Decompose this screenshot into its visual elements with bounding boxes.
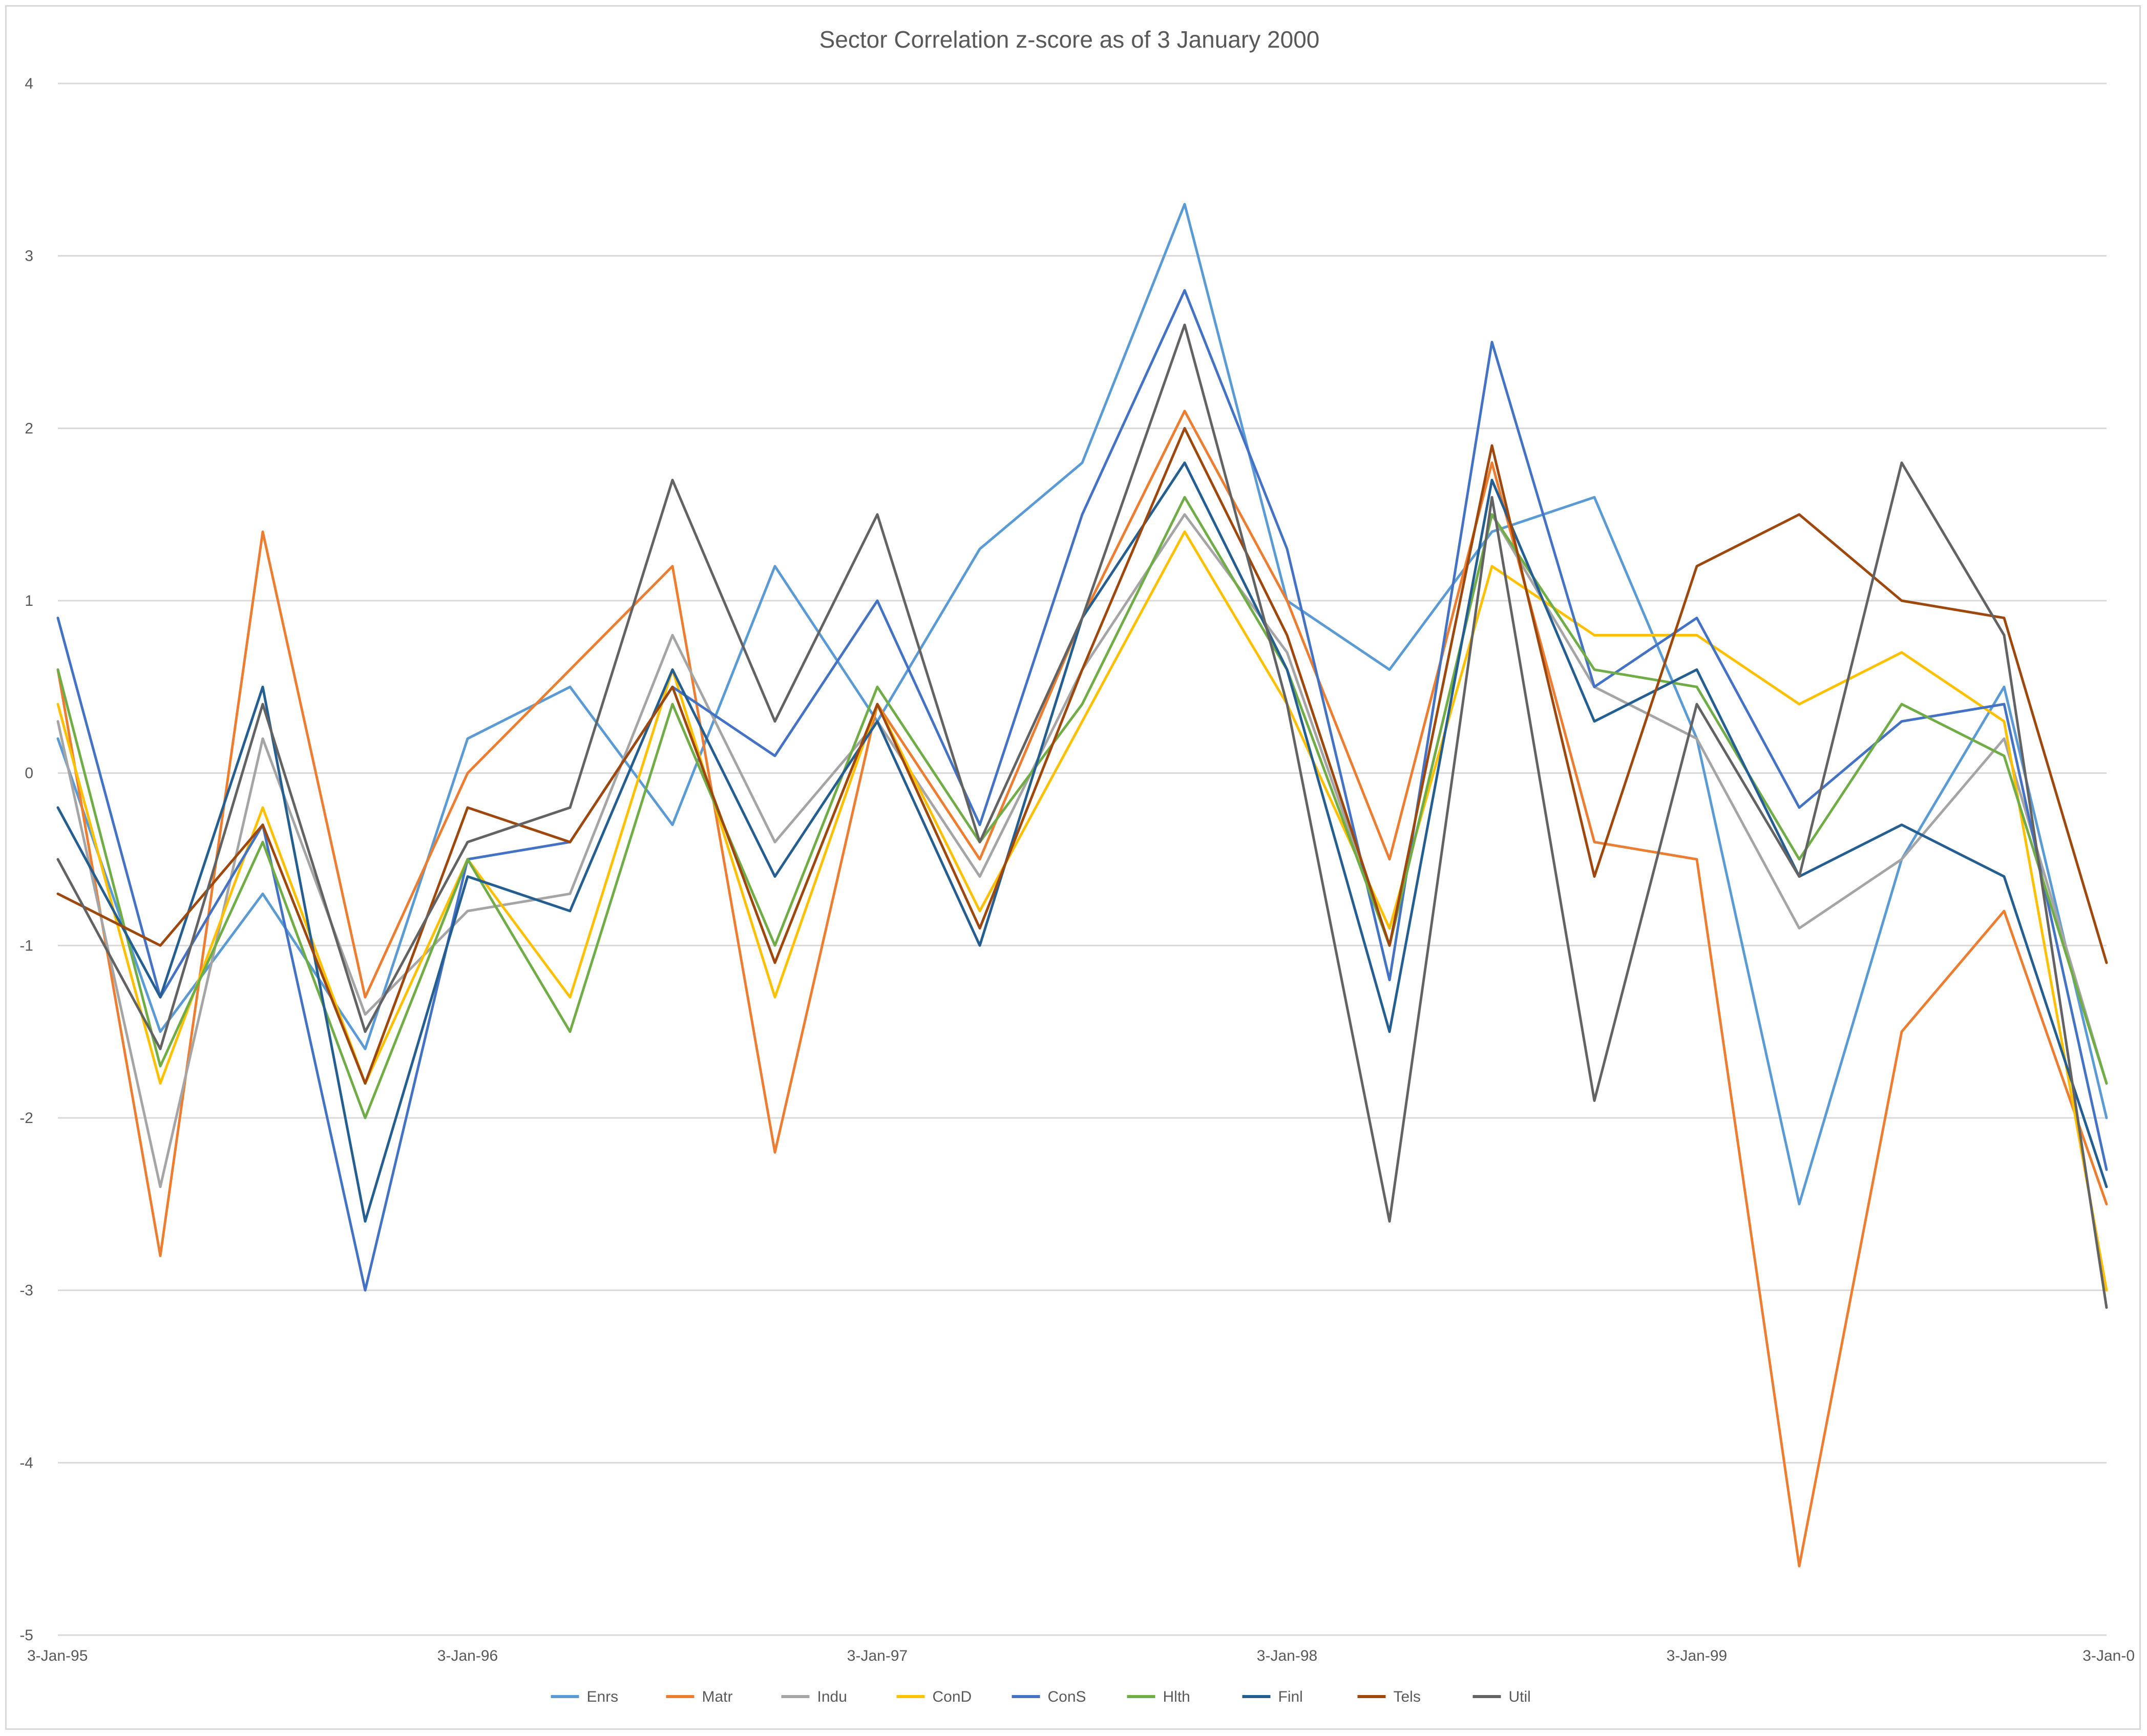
line-chart: Sector Correlation z-score as of 3 Janua… (19, 26, 2135, 1705)
legend-label-finl: Finl (1278, 1688, 1303, 1705)
x-tick-label: 3-Jan-98 (1257, 1647, 1317, 1664)
series-line-util (56, 323, 2108, 1309)
x-tick-label: 3-Jan-99 (1667, 1647, 1727, 1664)
legend-label-cons: ConS (1048, 1688, 1086, 1705)
legend-label-matr: Matr (702, 1688, 733, 1705)
y-tick-label: 1 (25, 592, 33, 609)
legend-label-cond: ConD (933, 1688, 972, 1705)
x-tick-label: 3-Jan-96 (437, 1647, 498, 1664)
y-tick-label: -4 (19, 1454, 33, 1471)
series-line-tels (56, 427, 2108, 1085)
series-line-enrs (56, 203, 2108, 1205)
series-line-finl (56, 461, 2108, 1223)
series-lines (56, 203, 2108, 1568)
y-tick-label: -2 (19, 1110, 33, 1127)
x-axis-tick-labels: 3-Jan-95 3-Jan-96 3-Jan-97 3-Jan-98 3-Jan-99… (27, 1647, 2135, 1664)
y-tick-label: -5 (19, 1627, 33, 1644)
y-tick-label: -1 (19, 937, 33, 954)
legend-label-indu: Indu (817, 1688, 847, 1705)
chart-frame: Sector Correlation z-score as of 3 Janua… (5, 5, 2141, 1730)
y-axis-tick-labels: 4 3 2 1 0 -1 -2 -3 -4 -5 (19, 75, 33, 1644)
series-line-hlth (56, 496, 2108, 1119)
legend: Enrs Matr Indu ConD ConS Hlth Finl Tels Util (551, 1688, 1531, 1705)
legend-label-tels: Tels (1394, 1688, 1421, 1705)
x-tick-label: 3-Jan-97 (847, 1647, 908, 1664)
legend-label-util: Util (1509, 1688, 1531, 1705)
chart-title: Sector Correlation z-score as of 3 Janua… (819, 26, 1320, 53)
y-tick-label: 0 (25, 765, 33, 782)
series-line-cons (56, 289, 2108, 1292)
series-line-matr (56, 410, 2108, 1568)
x-tick-label: 3-Jan-0 (2082, 1647, 2135, 1664)
x-tick-label: 3-Jan-95 (27, 1647, 88, 1664)
legend-label-enrs: Enrs (587, 1688, 619, 1705)
y-tick-label: -3 (19, 1282, 33, 1299)
y-tick-label: 3 (25, 248, 33, 265)
y-tick-label: 4 (25, 75, 33, 92)
series-line-cond (56, 530, 2108, 1292)
legend-label-hlth: Hlth (1163, 1688, 1190, 1705)
y-tick-label: 2 (25, 420, 33, 437)
